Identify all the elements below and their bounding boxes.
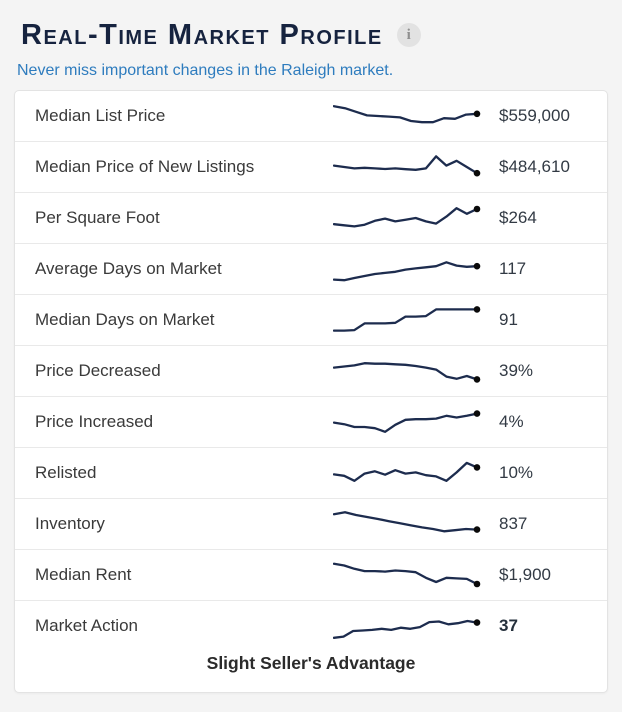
sparkline-endpoint-dot <box>473 526 481 533</box>
sparkline-endpoint-dot <box>473 619 481 626</box>
sparkline-chart <box>333 410 481 433</box>
sparkline-path <box>333 412 479 433</box>
sparkline-endpoint-dot <box>473 262 481 270</box>
sparkline-endpoint-dot <box>473 205 481 213</box>
sparkline-endpoint-dot <box>473 464 481 471</box>
metric-label: Median List Price <box>35 106 166 125</box>
info-icon[interactable]: i <box>396 23 421 47</box>
metric-label: Relisted <box>35 463 97 482</box>
metric-row: Inventory 837 <box>15 498 607 549</box>
metric-row: Price Increased 4% <box>15 396 607 447</box>
metric-value: 837 <box>499 514 528 533</box>
metric-value: 91 <box>499 310 518 329</box>
metric-value: 10% <box>499 463 534 482</box>
metric-value: $559,000 <box>499 106 570 125</box>
sparkline-chart <box>333 205 481 228</box>
metric-row: Relisted 10% <box>15 447 607 498</box>
sparkline-path <box>333 261 479 282</box>
metric-label: Median Days on Market <box>35 310 215 329</box>
sparkline-chart <box>333 306 481 332</box>
sparkline-chart <box>333 461 481 482</box>
metric-row: Median Days on Market 91 <box>15 294 607 345</box>
metric-row: Average Days on Market 117 <box>15 243 607 294</box>
metric-row: Median List Price $559,000 <box>15 91 607 141</box>
metric-label: Average Days on Market <box>35 259 222 278</box>
subtitle: Never miss important changes in the Rale… <box>17 62 394 79</box>
sparkline-path <box>333 155 479 175</box>
metric-value: $1,900 <box>499 565 551 584</box>
widget-header: Real-Time Market Profile i <box>21 16 601 54</box>
metric-row: Median Rent $1,900 <box>15 549 607 600</box>
metric-value: 37 <box>499 616 518 635</box>
metric-label: Price Decreased <box>35 361 161 380</box>
sparkline-chart <box>333 105 481 124</box>
sparkline-chart <box>333 562 481 588</box>
sparkline-endpoint-dot <box>473 110 481 118</box>
metric-value: 4% <box>499 412 524 431</box>
sparkline-chart <box>333 261 481 282</box>
sparkline-chart <box>333 619 481 639</box>
sparkline-endpoint-dot <box>473 410 481 417</box>
sparkline-path <box>333 461 479 482</box>
metric-row: Per Square Foot $264 <box>15 192 607 243</box>
market-action-status: Slight Seller's Advantage <box>206 653 416 673</box>
sparkline-path <box>333 562 479 586</box>
metric-label: Median Rent <box>35 565 132 584</box>
metric-label: Market Action <box>35 616 138 635</box>
sparkline-endpoint-dot <box>473 306 481 313</box>
metrics-card: Median List Price $559,000 Median Price … <box>14 90 608 693</box>
sparkline-path <box>333 619 479 639</box>
sparkline-endpoint-dot <box>473 376 481 383</box>
sparkline-chart <box>333 155 481 177</box>
page-title: Real-Time Market Profile <box>21 18 383 51</box>
metric-label: Inventory <box>35 514 105 533</box>
sparkline-chart <box>333 511 481 533</box>
sparkline-path <box>333 511 479 533</box>
metric-label: Price Increased <box>35 412 154 431</box>
metric-row: Market Action 37 <box>15 600 607 651</box>
sparkline-path <box>333 308 479 332</box>
sparkline-path <box>333 207 479 228</box>
sparkline-endpoint-dot <box>473 580 481 588</box>
metric-label: Per Square Foot <box>35 208 160 227</box>
metric-value: 117 <box>499 259 527 278</box>
metric-row: Median Price of New Listings $484,610 <box>15 141 607 192</box>
market-profile-widget: Real-Time Market Profile i Never miss im… <box>14 16 608 693</box>
sparkline-path <box>333 105 479 124</box>
sparkline-endpoint-dot <box>473 169 481 177</box>
metric-value: $264 <box>499 208 537 227</box>
metric-value: 39% <box>499 361 534 380</box>
sparkline-chart <box>333 362 481 383</box>
metric-row: Price Decreased 39% <box>15 345 607 396</box>
sparkline-path <box>333 362 479 381</box>
metric-value: $484,610 <box>499 157 570 176</box>
metric-label: Median Price of New Listings <box>35 157 255 176</box>
metrics-rows: Median List Price $559,000 Median Price … <box>15 91 607 651</box>
